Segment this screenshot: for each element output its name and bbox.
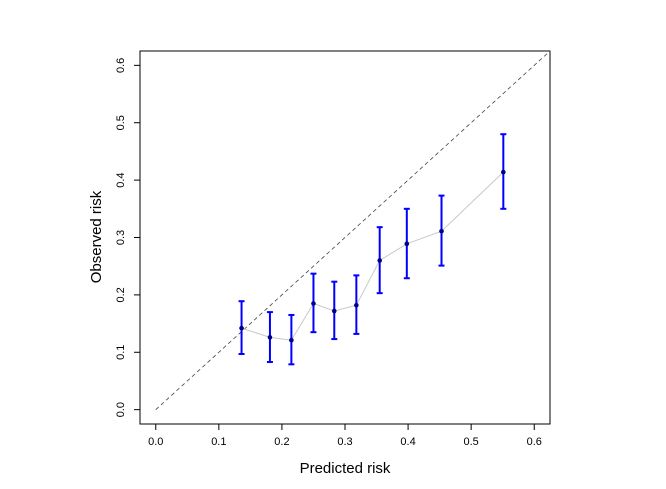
y-tick-label: 0.2: [115, 287, 127, 302]
data-points: [239, 169, 506, 343]
x-axis-title: Predicted risk: [300, 460, 391, 477]
x-axis: 0.0 0.1 0.2 0.3 0.4 0.5 0.6: [148, 424, 542, 448]
y-tick-label: 0.6: [115, 58, 127, 73]
x-tick-label: 0.6: [527, 436, 542, 448]
data-point: [311, 301, 316, 306]
y-tick-label: 0.3: [115, 230, 127, 245]
data-point: [377, 258, 382, 263]
data-point: [439, 228, 444, 234]
y-axis-title: Observed risk: [88, 190, 105, 283]
error-bars: [238, 133, 507, 366]
data-point: [239, 325, 244, 331]
y-tick-label: 0.5: [115, 115, 127, 130]
data-point: [404, 241, 410, 247]
x-tick-label: 0.1: [211, 436, 226, 448]
calibration-connecting-line: [241, 171, 504, 341]
x-tick-label: 0.3: [337, 436, 352, 448]
x-tick-label: 0.2: [274, 436, 289, 448]
data-point: [289, 337, 294, 343]
reference-diagonal: [155, 50, 551, 410]
data-point: [331, 308, 337, 314]
y-tick-label: 0.1: [115, 345, 127, 360]
data-point: [501, 169, 506, 175]
x-tick-label: 0.5: [464, 436, 479, 448]
y-tick-label: 0.0: [115, 402, 127, 417]
y-tick-label: 0.4: [115, 172, 127, 187]
data-point: [267, 335, 273, 340]
x-tick-label: 0.4: [400, 436, 415, 448]
data-point: [354, 302, 359, 308]
x-tick-label: 0.0: [148, 436, 163, 448]
y-axis: 0.0 0.1 0.2 0.3 0.4 0.5 0.6: [115, 58, 140, 417]
